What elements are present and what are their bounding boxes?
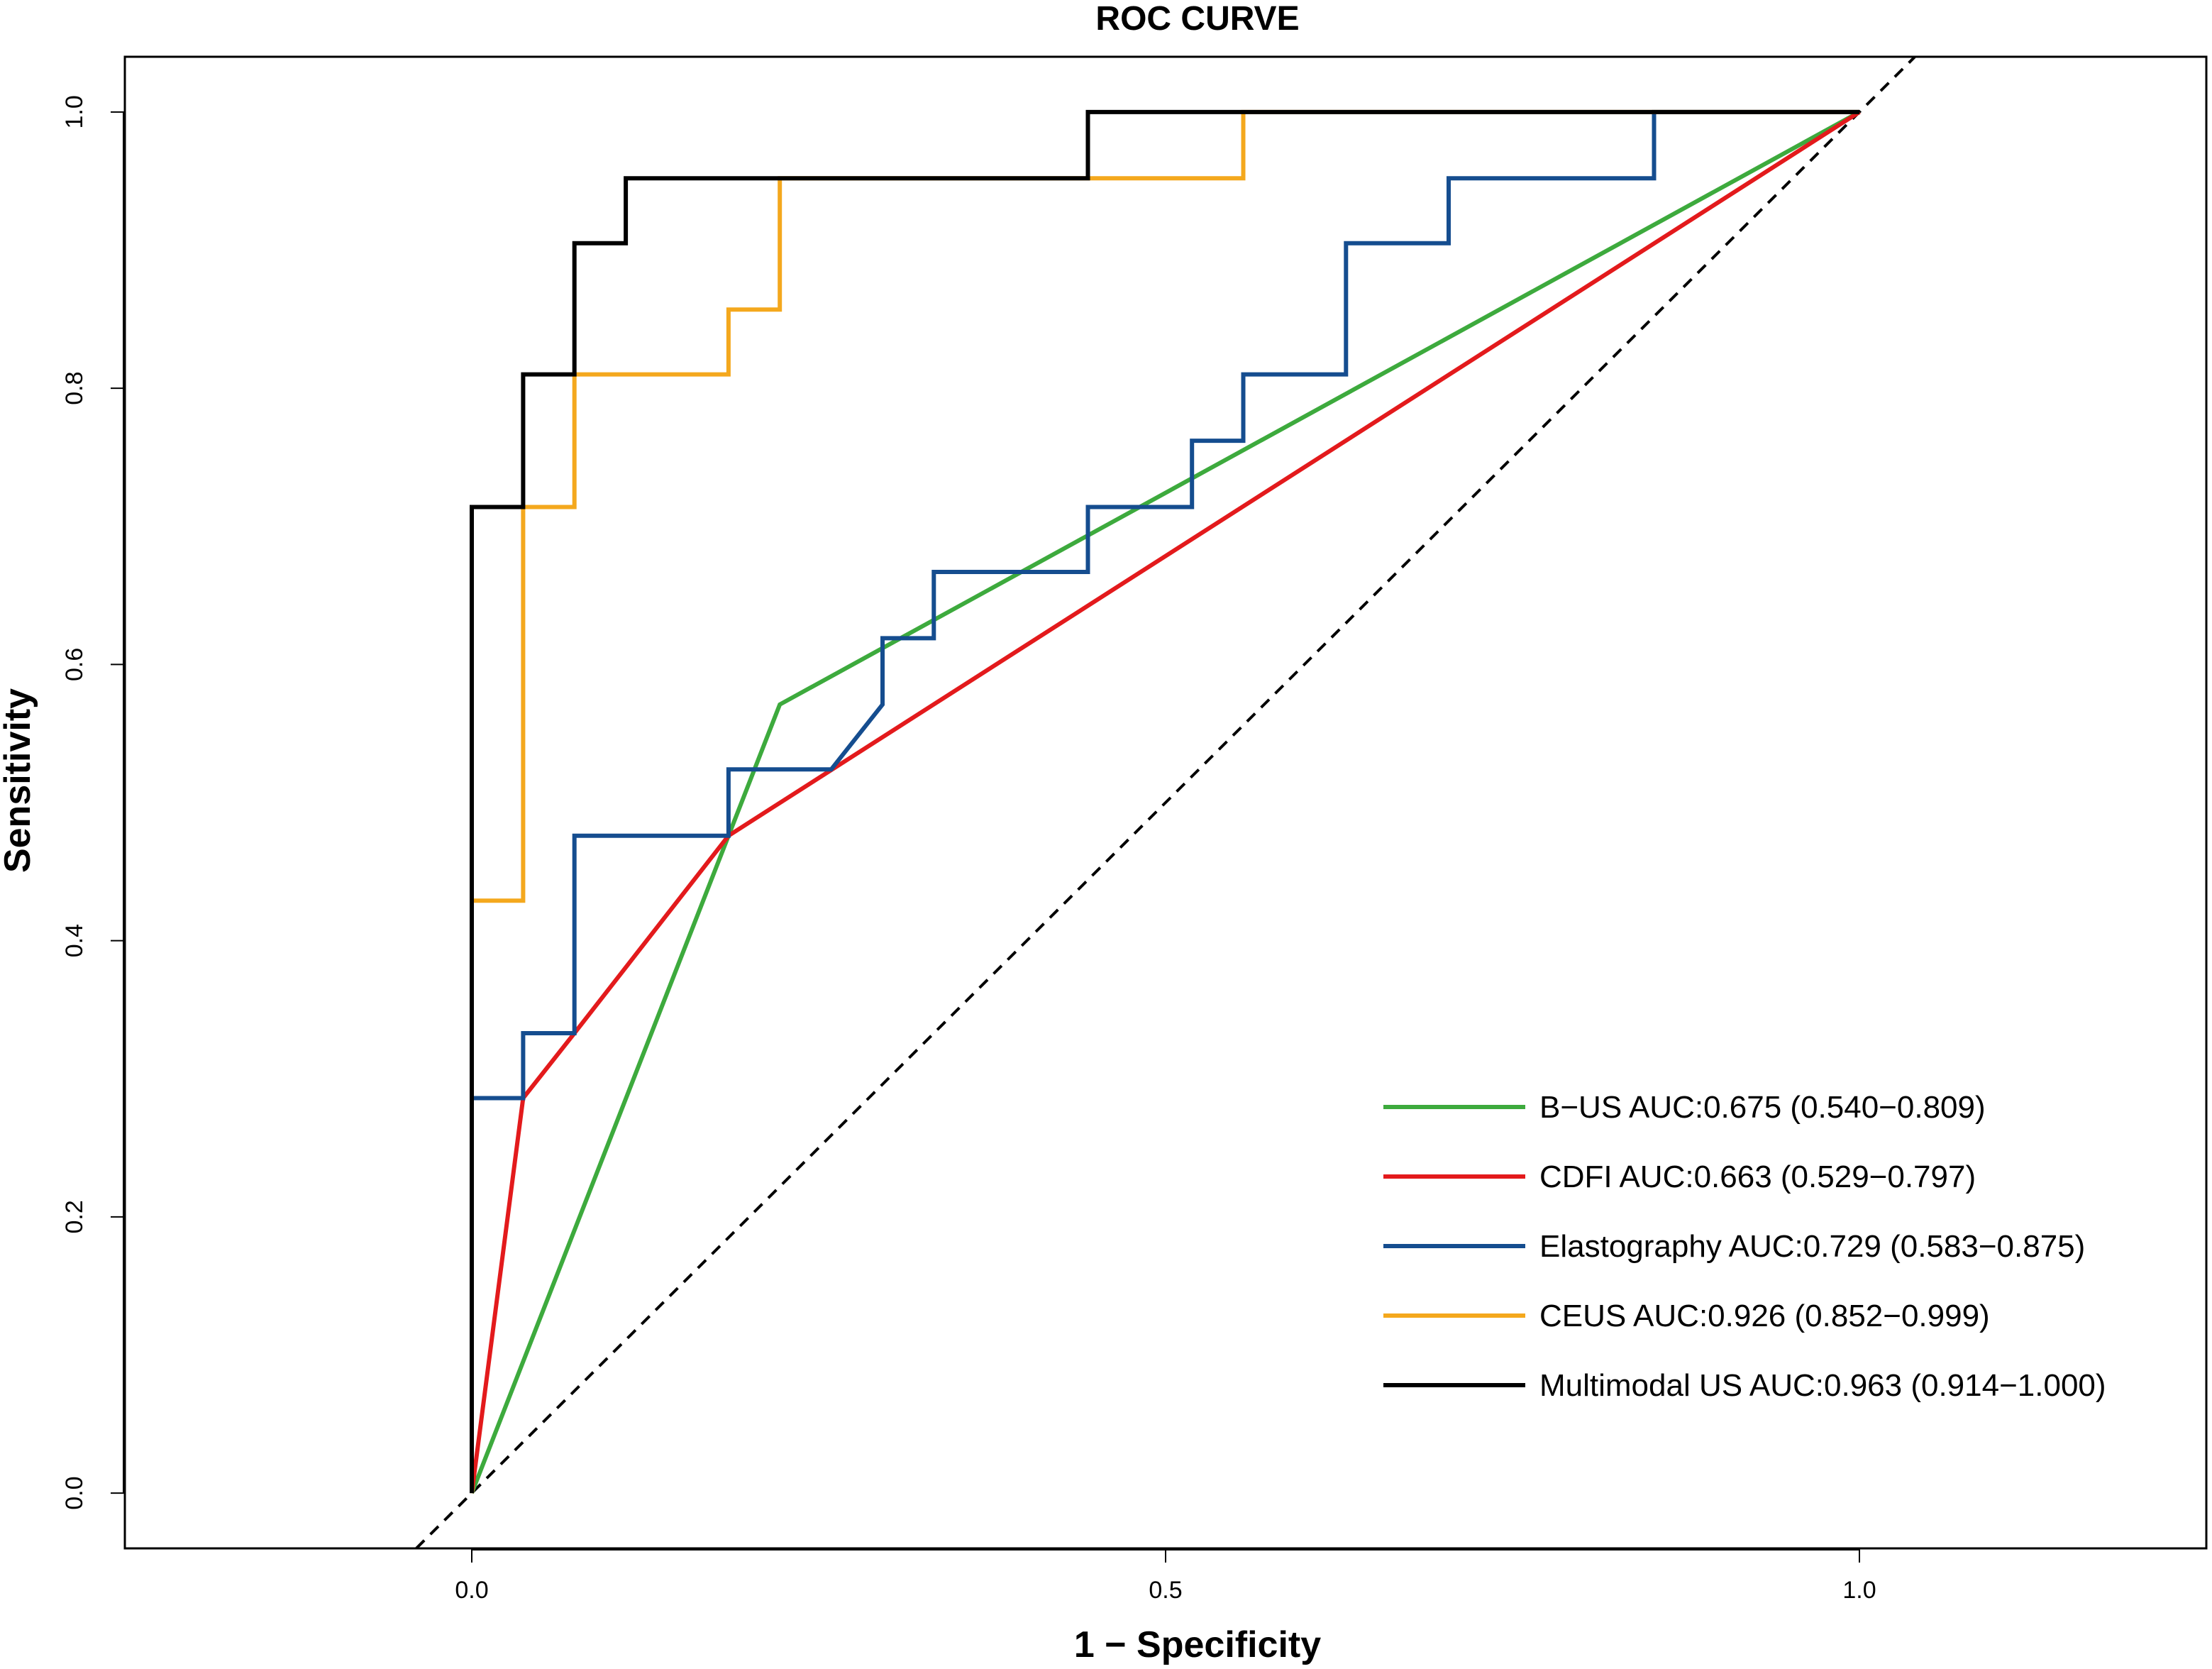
series-line-elastography: [470, 109, 1859, 1494]
y-tick-label: 0.0: [61, 1477, 88, 1510]
series-line-multimodal-us: [470, 109, 1859, 1494]
x-axis-label: 1 − Specificity: [1074, 1624, 1321, 1665]
x-tick-label: 1.0: [1842, 1577, 1876, 1604]
x-tick-label: 0.5: [1149, 1577, 1182, 1604]
series-layer: [470, 109, 1861, 1494]
reference-diagonal-line: [415, 57, 1916, 1548]
legend-item: B−US AUC:0.675 (0.540−0.809): [1383, 1090, 1986, 1125]
series-line-ceus: [470, 109, 1859, 1494]
chart-title: ROC CURVE: [1095, 0, 1299, 38]
series-line-b-us: [470, 110, 1861, 1494]
legend-label: Multimodal US AUC:0.963 (0.914−1.000): [1539, 1368, 2106, 1403]
y-axis: 0.0 0.2 0.4 0.6 0.8 1.0: [61, 95, 125, 1510]
legend-label: B−US AUC:0.675 (0.540−0.809): [1539, 1090, 1986, 1125]
y-tick-label: 0.4: [61, 924, 88, 957]
reference-line-layer: [415, 57, 1916, 1548]
legend-item: Elastography AUC:0.729 (0.583−0.875): [1383, 1229, 2085, 1264]
legend: B−US AUC:0.675 (0.540−0.809) CDFI AUC:0.6…: [1383, 1090, 2106, 1403]
y-tick-label: 0.2: [61, 1200, 88, 1233]
legend-item: CDFI AUC:0.663 (0.529−0.797): [1383, 1160, 1976, 1194]
legend-label: CDFI AUC:0.663 (0.529−0.797): [1539, 1160, 1976, 1194]
y-tick-label: 0.6: [61, 648, 88, 681]
y-tick-label: 1.0: [61, 95, 88, 128]
y-axis-label: Sensitivity: [0, 688, 38, 873]
x-tick-label: 0.0: [455, 1577, 488, 1604]
legend-label: Elastography AUC:0.729 (0.583−0.875): [1539, 1229, 2085, 1264]
x-axis: 0.0 0.5 1.0: [455, 1548, 1876, 1604]
y-tick-label: 0.8: [61, 371, 88, 404]
legend-label: CEUS AUC:0.926 (0.852−0.999): [1539, 1299, 1990, 1333]
legend-item: Multimodal US AUC:0.963 (0.914−1.000): [1383, 1368, 2106, 1403]
legend-item: CEUS AUC:0.926 (0.852−0.999): [1383, 1299, 1990, 1333]
